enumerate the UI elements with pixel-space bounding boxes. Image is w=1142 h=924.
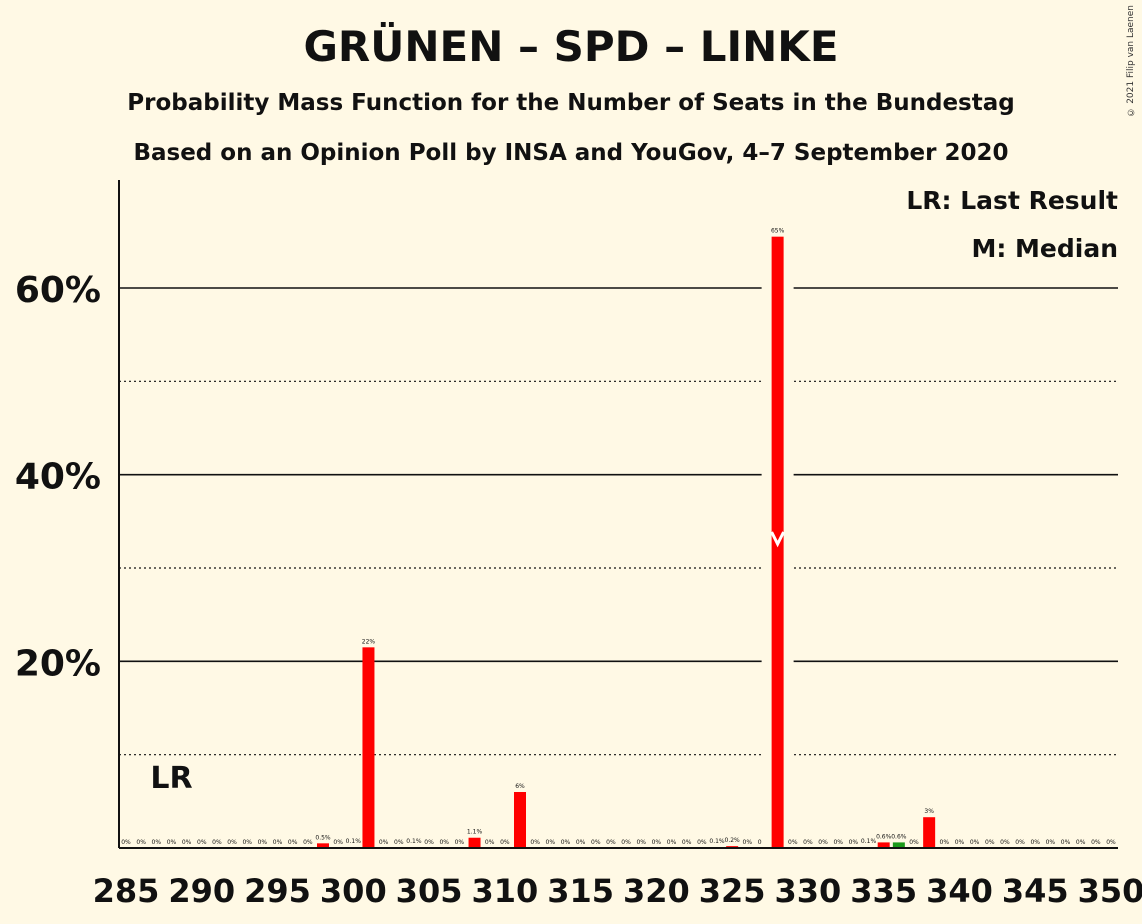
data-label: 0% xyxy=(546,839,556,846)
last-result-label: LR xyxy=(150,761,192,796)
x-tick-label: 305 xyxy=(396,872,463,910)
y-tick-label: 60% xyxy=(15,270,101,311)
data-label: 0% xyxy=(955,839,965,846)
chart-source: Based on an Opinion Poll by INSA and You… xyxy=(133,140,1009,166)
data-label: 0% xyxy=(606,839,616,846)
x-tick-label: 315 xyxy=(547,872,614,910)
data-label: 0% xyxy=(439,839,449,846)
bar xyxy=(468,837,481,848)
data-label: 0% xyxy=(1076,839,1086,846)
data-label: 0% xyxy=(273,839,283,846)
data-label: 0% xyxy=(970,839,980,846)
data-label: 0% xyxy=(152,839,162,846)
data-label: 0% xyxy=(167,839,177,846)
data-label: 0% xyxy=(530,839,540,846)
data-label: 0.1% xyxy=(406,838,422,845)
data-label: 6% xyxy=(515,783,525,790)
y-tick-label: 40% xyxy=(15,457,101,498)
data-label: 0% xyxy=(303,839,313,846)
x-tick-label: 285 xyxy=(93,872,160,910)
x-tick-label: 320 xyxy=(623,872,690,910)
data-label: 0% xyxy=(1061,839,1071,846)
data-label: 0% xyxy=(394,839,404,846)
data-label: 0% xyxy=(591,839,601,846)
x-tick-label: 325 xyxy=(699,872,766,910)
data-label: 0.6% xyxy=(891,833,907,840)
data-label: 0% xyxy=(121,839,131,846)
data-label: 0% xyxy=(1030,839,1040,846)
data-label: 0% xyxy=(788,839,798,846)
data-label: 0% xyxy=(803,839,813,846)
data-label: 0% xyxy=(182,839,192,846)
data-label: 0% xyxy=(485,839,495,846)
x-tick-label: 290 xyxy=(168,872,235,910)
data-label: 0% xyxy=(1015,839,1025,846)
bar xyxy=(877,842,890,848)
bar xyxy=(514,792,526,848)
data-label: 0% xyxy=(667,839,677,846)
data-label: 0% xyxy=(1046,839,1056,846)
legend-median: M: Median xyxy=(971,234,1118,263)
data-label: 0% xyxy=(500,839,510,846)
bar xyxy=(892,842,905,848)
data-label: 0% xyxy=(333,839,343,846)
data-label: 0% xyxy=(621,839,631,846)
bar xyxy=(362,647,375,848)
data-label: 0.6% xyxy=(876,833,892,840)
data-label: 0% xyxy=(1091,839,1101,846)
data-label: 0% xyxy=(197,839,207,846)
bar xyxy=(923,817,936,848)
data-label: 0% xyxy=(258,839,268,846)
data-label: 0% xyxy=(242,839,252,846)
median-marker xyxy=(770,531,785,548)
x-tick-label: 335 xyxy=(850,872,917,910)
data-label: 0% xyxy=(818,839,828,846)
chart-subtitle: Probability Mass Function for the Number… xyxy=(127,90,1015,116)
data-label: 0% xyxy=(682,839,692,846)
x-tick-label: 330 xyxy=(775,872,842,910)
data-label: 0.1% xyxy=(709,838,725,845)
data-label: 0% xyxy=(849,839,859,846)
data-label: 3% xyxy=(924,808,934,815)
data-label: 0% xyxy=(455,839,465,846)
x-tick-label: 345 xyxy=(1002,872,1069,910)
chart-title: GRÜNEN – SPD – LINKE xyxy=(303,22,839,71)
data-label: 0% xyxy=(136,839,146,846)
x-tick-label: 310 xyxy=(471,872,538,910)
data-label: 0% xyxy=(909,839,919,846)
data-label: 0% xyxy=(561,839,571,846)
y-tick-label: 20% xyxy=(15,643,101,684)
x-tick-label: 295 xyxy=(244,872,311,910)
data-label: 0% xyxy=(576,839,586,846)
data-label: 0% xyxy=(227,839,237,846)
data-label: 0% xyxy=(743,839,753,846)
data-label: 0.1% xyxy=(861,838,877,845)
x-tick-label: 300 xyxy=(320,872,387,910)
data-label: 0% xyxy=(1106,839,1116,846)
x-tick-label: 340 xyxy=(926,872,993,910)
data-label: 0% xyxy=(833,839,843,846)
data-label: 0% xyxy=(652,839,662,846)
data-label: 22% xyxy=(362,638,376,645)
data-label: 0% xyxy=(697,839,707,846)
data-label: 0% xyxy=(212,839,222,846)
data-label: 65% xyxy=(771,228,785,235)
data-label: 0.2% xyxy=(725,837,741,844)
data-label: 0% xyxy=(985,839,995,846)
data-label: 0% xyxy=(379,839,389,846)
data-label: 0% xyxy=(636,839,646,846)
data-label: 0.5% xyxy=(315,834,331,841)
data-label: 0.1% xyxy=(346,838,362,845)
bar xyxy=(317,843,329,848)
data-label: 0% xyxy=(424,839,434,846)
x-tick-label: 350 xyxy=(1078,872,1142,910)
data-label: 0% xyxy=(288,839,298,846)
data-label: 0% xyxy=(940,839,950,846)
legend-last-result: LR: Last Result xyxy=(906,186,1118,215)
data-label: 0% xyxy=(1000,839,1010,846)
data-label: 1.1% xyxy=(467,829,483,836)
